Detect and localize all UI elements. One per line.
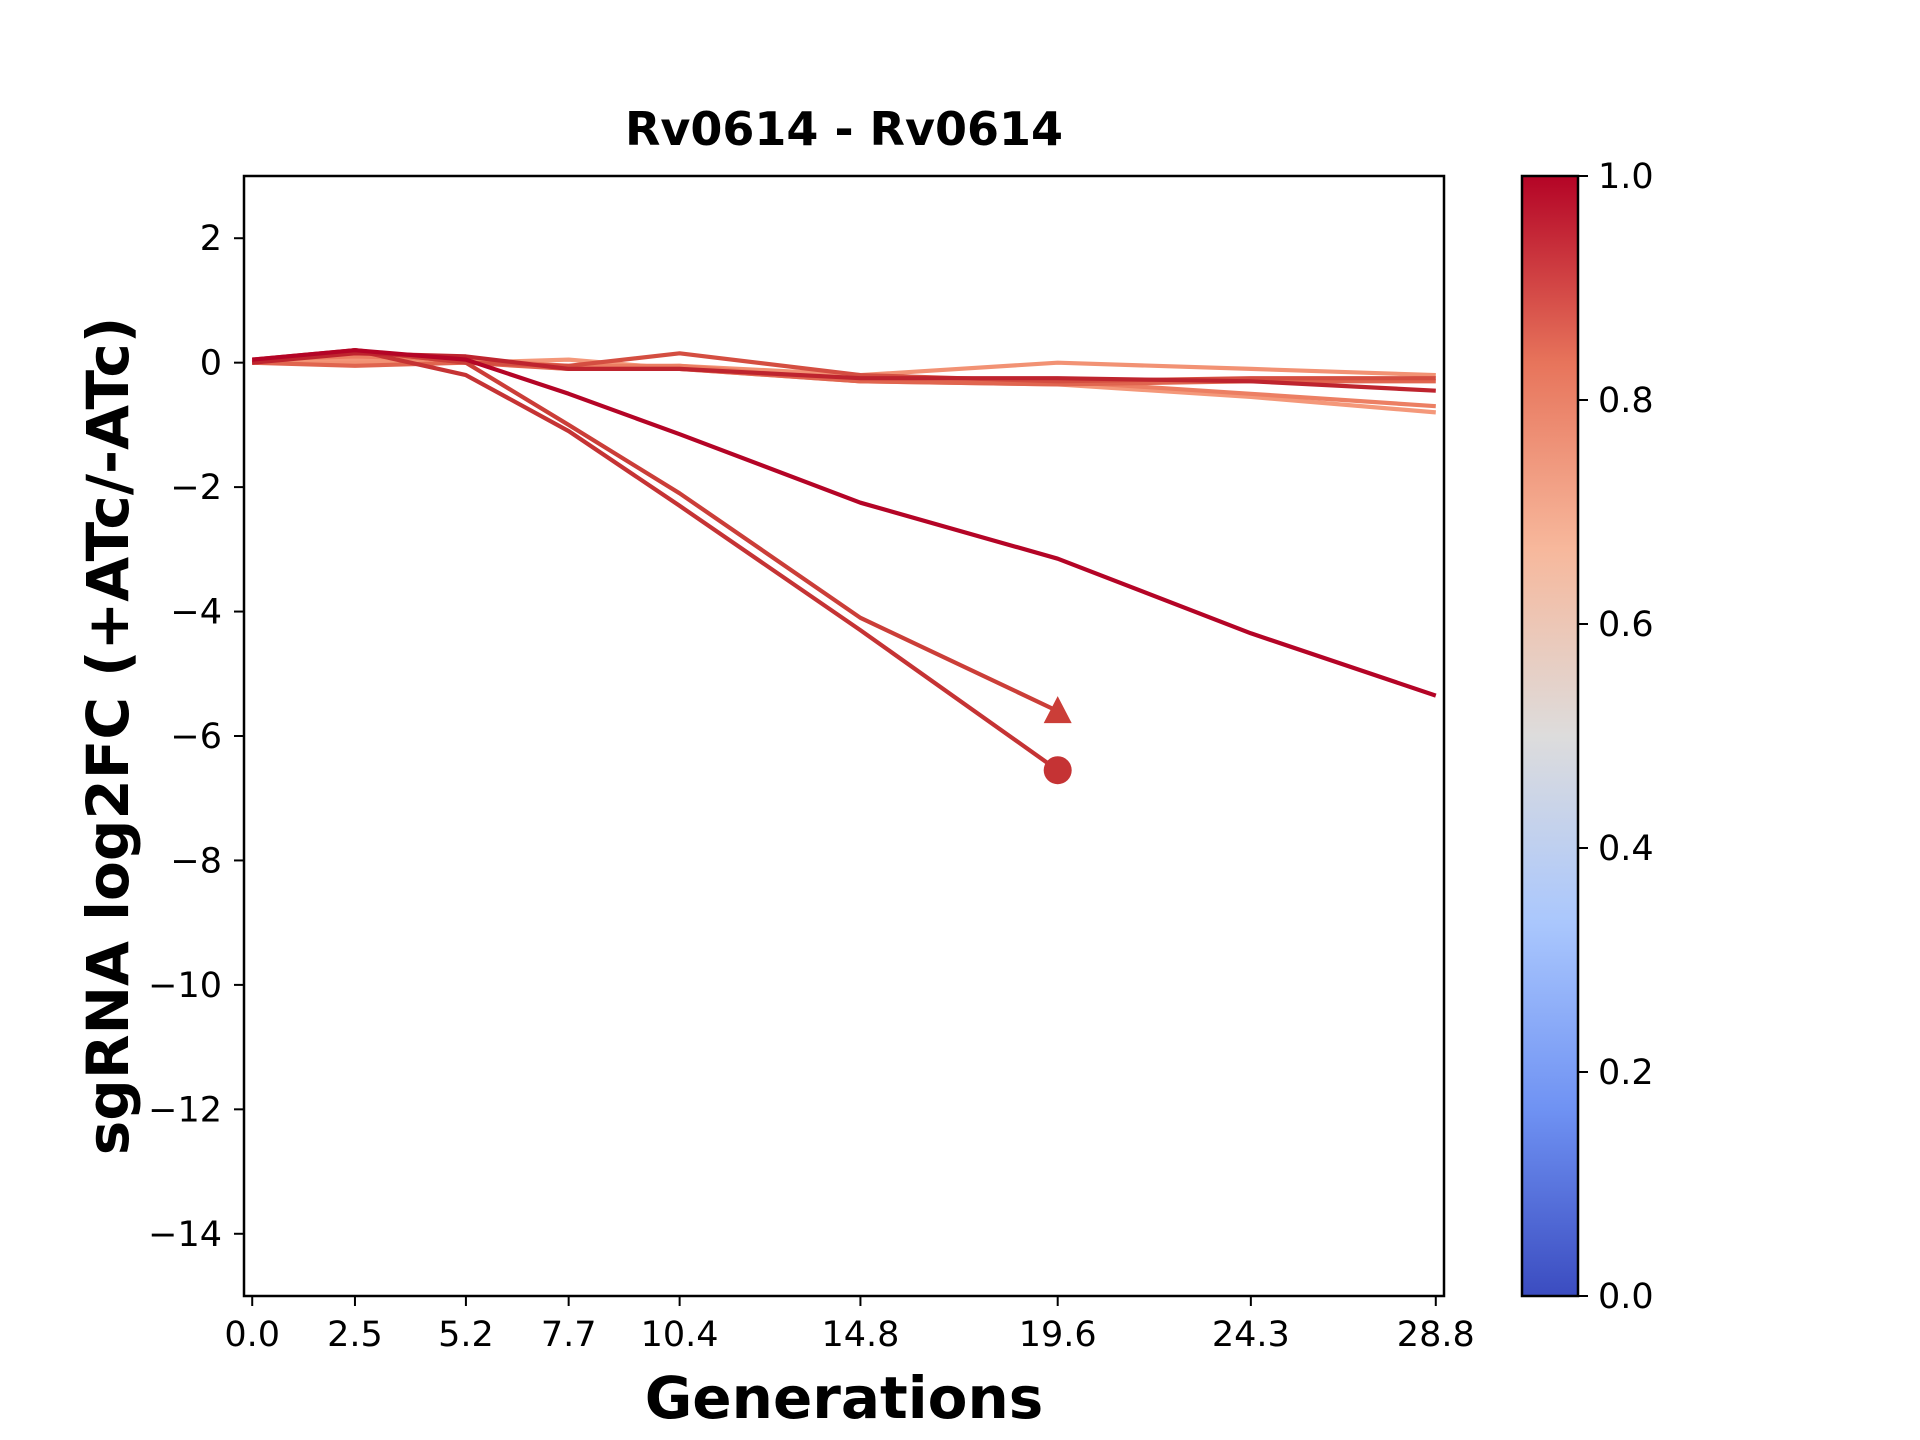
x-tick-label: 2.5 xyxy=(327,1315,383,1355)
colorbar-tick-label: 0.0 xyxy=(1598,1277,1654,1317)
chart-title: Rv0614 - Rv0614 xyxy=(625,102,1063,156)
x-tick-label: 24.3 xyxy=(1212,1315,1290,1355)
y-axis-label: sgRNA log2FC (+ATc/-ATc) xyxy=(74,317,142,1155)
plot-frame xyxy=(242,174,1446,1298)
series-line-9 xyxy=(252,348,1437,698)
y-tick-label: −6 xyxy=(170,717,222,757)
colorbar-axis: 0.0 0.2 0.4 0.6 0.8 1.0 xyxy=(1578,157,1654,1317)
y-tick-label: 2 xyxy=(200,219,222,259)
marker-layer xyxy=(1043,696,1072,785)
x-tick-label: 14.8 xyxy=(821,1315,899,1355)
x-axis-label: Generations xyxy=(645,1364,1044,1432)
y-tick-label: −4 xyxy=(170,593,222,633)
colorbar-tick-label: 0.6 xyxy=(1598,605,1654,645)
y-tick-label: −12 xyxy=(148,1090,222,1130)
y-tick-label: −10 xyxy=(148,966,222,1006)
series-layer xyxy=(251,348,1437,772)
y-tick-label: 0 xyxy=(200,344,222,384)
end-marker-circle xyxy=(1043,756,1072,785)
y-tick-label: −8 xyxy=(170,841,222,881)
colorbar-tick-label: 0.8 xyxy=(1598,381,1654,421)
end-marker-triangle xyxy=(1043,696,1072,724)
x-tick-label: 19.6 xyxy=(1019,1315,1097,1355)
y-axis: 2 0 −2 −4 −6 −8 −10 −12 −14 xyxy=(148,219,244,1255)
x-tick-label: 0.0 xyxy=(224,1315,280,1355)
colorbar xyxy=(1520,174,1580,1298)
colorbar-tick-label: 1.0 xyxy=(1598,157,1654,197)
y-tick-label: −14 xyxy=(148,1215,222,1255)
x-axis: 0.0 2.5 5.2 7.7 10.4 14.8 19.6 24.3 28.8 xyxy=(224,1296,1475,1355)
y-tick-label: −2 xyxy=(170,468,222,508)
series-line-6 xyxy=(252,348,1059,713)
series-line-7 xyxy=(251,348,1059,772)
colorbar-tick-label: 0.4 xyxy=(1598,829,1654,869)
x-tick-label: 5.2 xyxy=(438,1315,494,1355)
x-tick-label: 7.7 xyxy=(541,1315,597,1355)
x-tick-label: 10.4 xyxy=(641,1315,719,1355)
colorbar-tick-label: 0.2 xyxy=(1598,1053,1654,1093)
x-tick-label: 28.8 xyxy=(1397,1315,1475,1355)
